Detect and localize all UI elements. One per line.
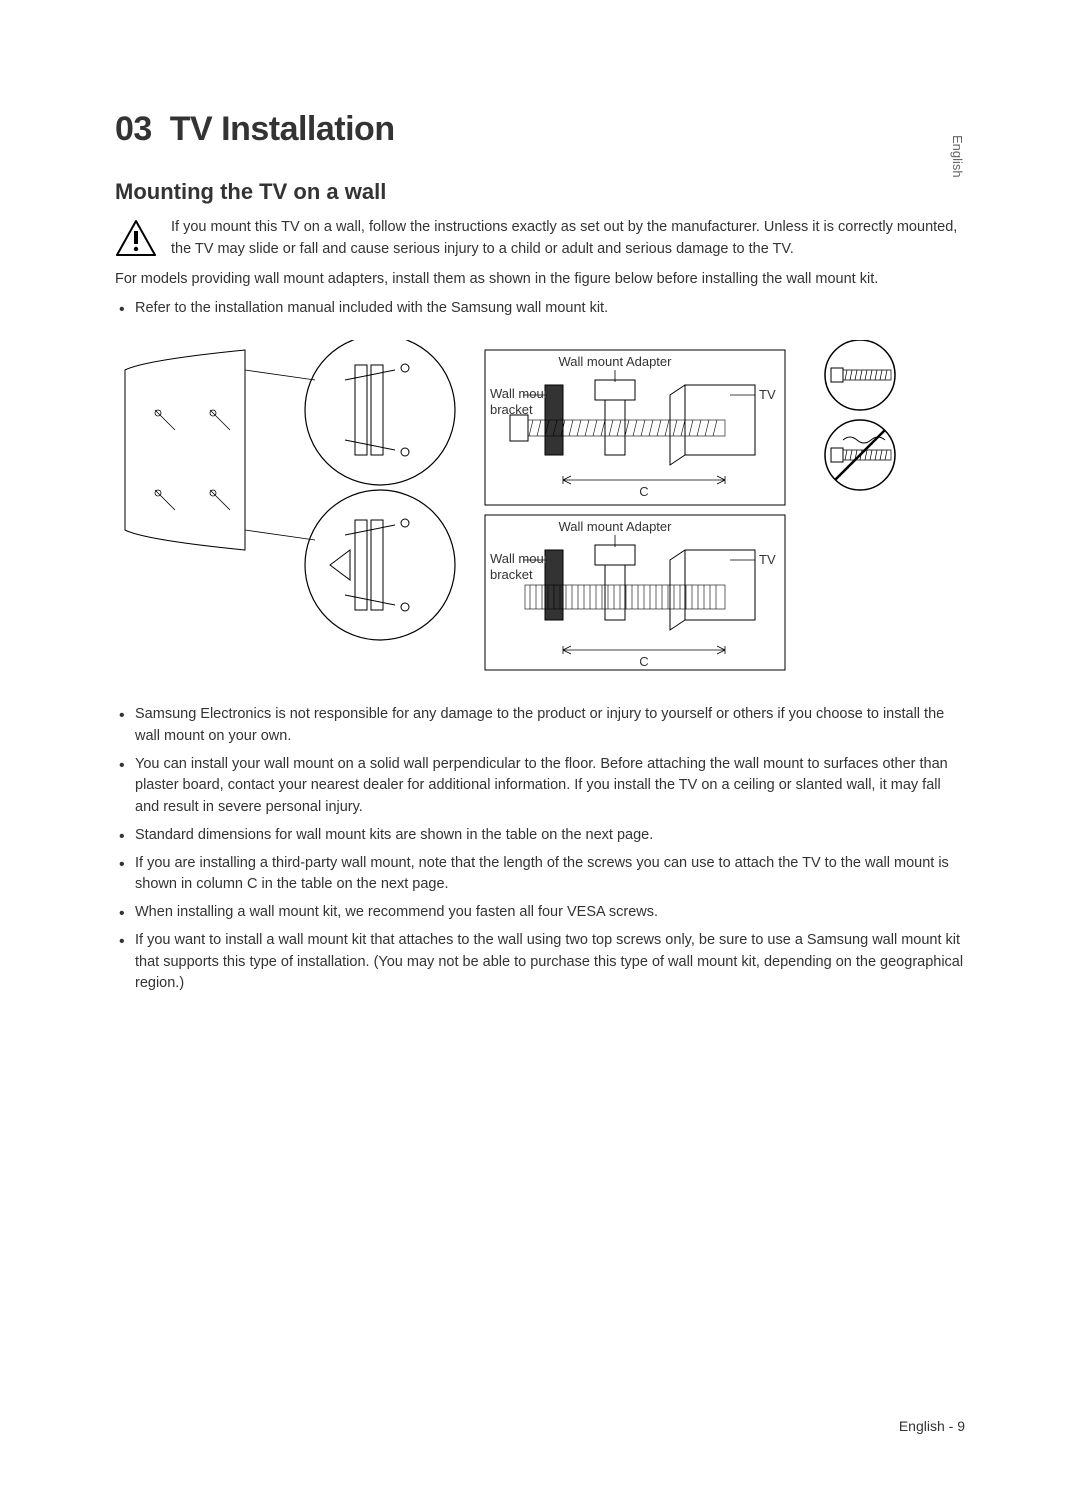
- page-footer: English - 9: [899, 1418, 965, 1434]
- label-tv-top: TV: [759, 387, 776, 402]
- label-adapter-top: Wall mount Adapter: [559, 354, 673, 369]
- list-item: If you are installing a third-party wall…: [135, 853, 965, 897]
- chapter-number: 03: [115, 110, 152, 148]
- label-bracket-top-1: Wall mount: [490, 386, 555, 401]
- label-c-top: C: [639, 484, 648, 499]
- chapter-name: TV Installation: [170, 110, 395, 148]
- chapter-title: 03 TV Installation: [115, 110, 965, 149]
- label-bracket-top-2: bracket: [490, 402, 533, 417]
- label-bracket-bottom-1: Wall mount: [490, 551, 555, 566]
- language-tab: English: [950, 135, 965, 178]
- list-item: If you want to install a wall mount kit …: [135, 930, 965, 995]
- footer-page-number: 9: [957, 1418, 965, 1434]
- label-c-bottom: C: [639, 654, 648, 669]
- wall-mount-diagram: Wall mount Adapter Wall mount bracket TV…: [115, 340, 965, 680]
- section-title: Mounting the TV on a wall: [115, 179, 965, 205]
- warning-text: If you mount this TV on a wall, follow t…: [171, 217, 965, 261]
- label-adapter-bottom: Wall mount Adapter: [559, 519, 673, 534]
- warning-icon: [115, 219, 157, 257]
- warning-block: If you mount this TV on a wall, follow t…: [115, 217, 965, 261]
- label-bracket-bottom-2: bracket: [490, 567, 533, 582]
- list-item: When installing a wall mount kit, we rec…: [135, 902, 965, 924]
- footer-language: English: [899, 1418, 945, 1434]
- list-item: Samsung Electronics is not responsible f…: [135, 704, 965, 748]
- list-item: You can install your wall mount on a sol…: [135, 754, 965, 819]
- list-item: Refer to the installation manual include…: [135, 298, 965, 320]
- page-container: English 03 TV Installation Mounting the …: [0, 0, 1080, 1494]
- diagram-area: Wall mount Adapter Wall mount bracket TV…: [115, 340, 965, 680]
- top-bullet-list: Refer to the installation manual include…: [115, 298, 965, 320]
- list-item: Standard dimensions for wall mount kits …: [135, 825, 965, 847]
- label-tv-bottom: TV: [759, 552, 776, 567]
- intro-text: For models providing wall mount adapters…: [115, 269, 965, 291]
- bottom-bullet-list: Samsung Electronics is not responsible f…: [115, 704, 965, 995]
